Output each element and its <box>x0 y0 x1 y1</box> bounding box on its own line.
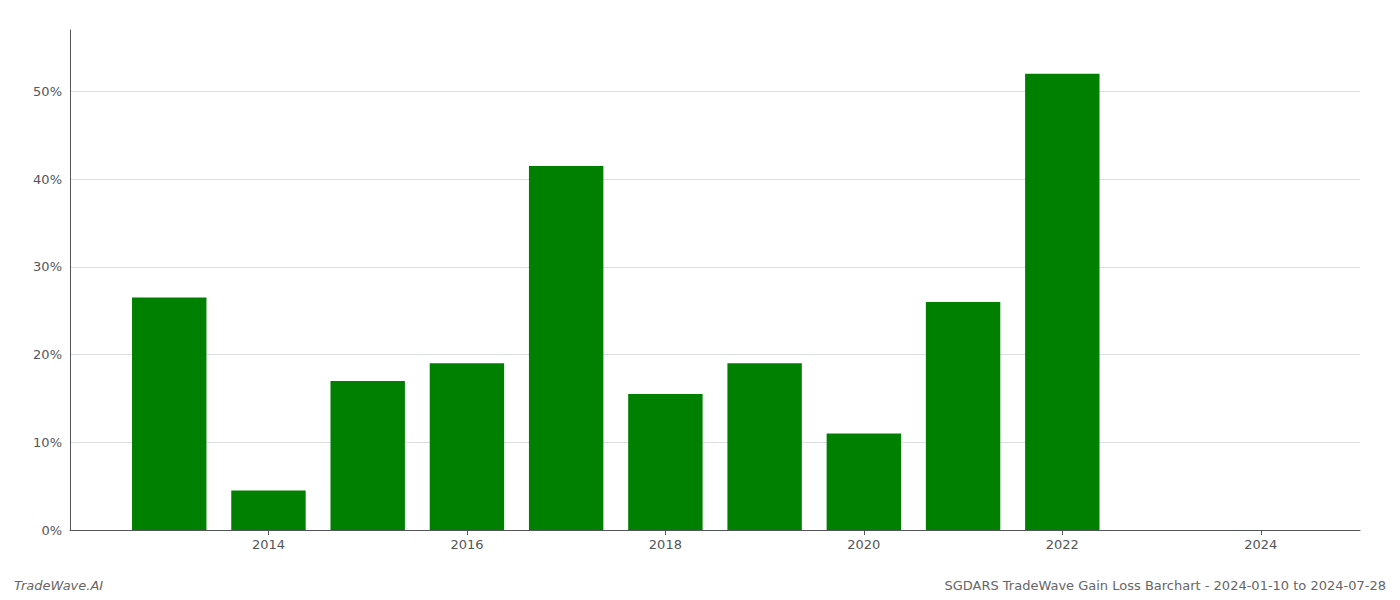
svg-text:50%: 50% <box>33 84 62 99</box>
svg-text:SGDARS TradeWave Gain Loss Bar: SGDARS TradeWave Gain Loss Barchart - 20… <box>944 578 1386 593</box>
svg-text:2018: 2018 <box>649 537 682 552</box>
svg-text:20%: 20% <box>33 347 62 362</box>
svg-text:2022: 2022 <box>1046 537 1079 552</box>
svg-text:2016: 2016 <box>450 537 483 552</box>
svg-text:2020: 2020 <box>847 537 880 552</box>
svg-text:10%: 10% <box>33 435 62 450</box>
svg-text:30%: 30% <box>33 259 62 274</box>
svg-text:TradeWave.AI: TradeWave.AI <box>14 578 103 593</box>
svg-text:0%: 0% <box>41 523 62 538</box>
svg-text:2014: 2014 <box>252 537 285 552</box>
svg-text:40%: 40% <box>33 172 62 187</box>
svg-text:2024: 2024 <box>1244 537 1277 552</box>
